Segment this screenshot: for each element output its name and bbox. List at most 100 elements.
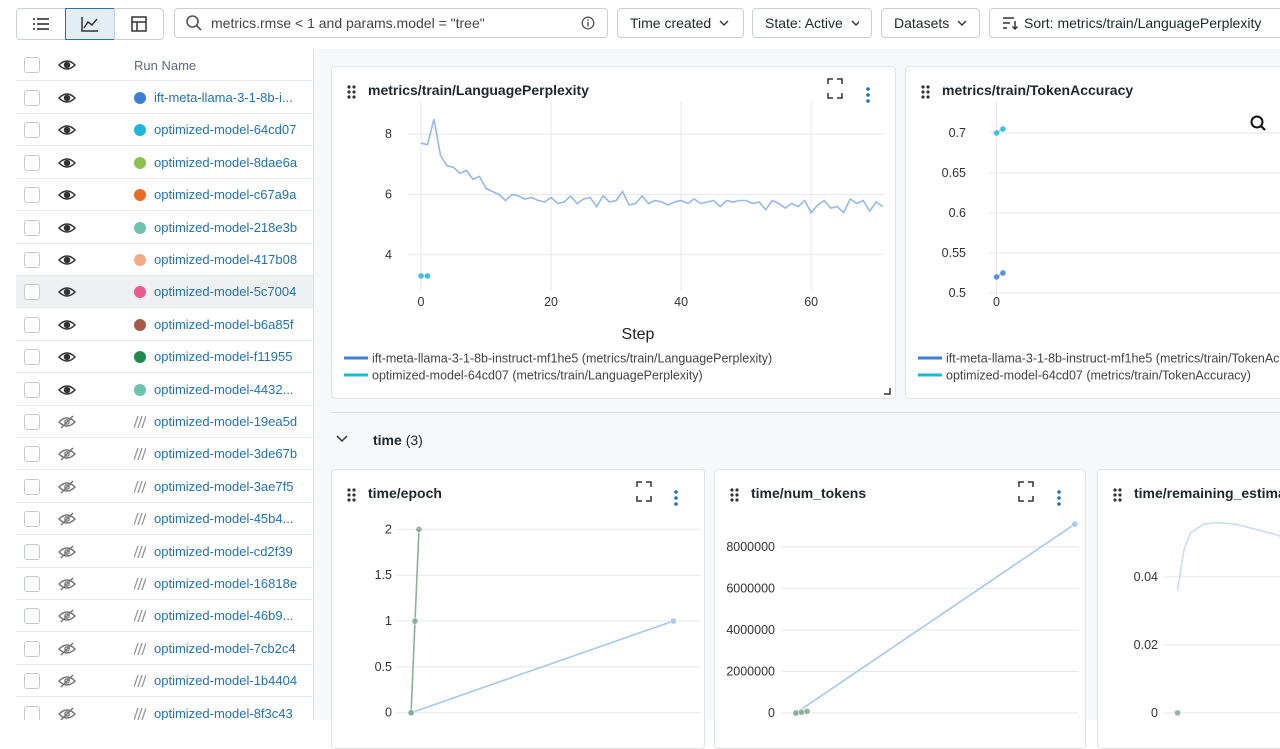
checkbox[interactable] xyxy=(24,57,40,73)
eye-off-icon[interactable] xyxy=(58,480,76,494)
collapse-chevron[interactable] xyxy=(336,435,348,443)
run-name[interactable]: optimized-model-8f3c43 xyxy=(154,706,293,720)
run-name[interactable]: optimized-model-417b08 xyxy=(154,252,297,267)
eye-off-icon[interactable] xyxy=(58,577,76,591)
run-row[interactable]: optimized-model-3de67b xyxy=(16,438,313,470)
run-name[interactable]: optimized-model-3de67b xyxy=(154,446,297,461)
run-name[interactable]: optimized-model-5c7004 xyxy=(154,284,296,299)
eye-off-icon[interactable] xyxy=(58,447,76,461)
run-name[interactable]: optimized-model-3ae7f5 xyxy=(154,479,293,494)
run-row[interactable]: optimized-model-417b08 xyxy=(16,244,313,276)
checkbox[interactable] xyxy=(24,673,40,689)
checkbox[interactable] xyxy=(24,414,40,430)
eye-off-icon[interactable] xyxy=(58,642,76,656)
checkbox[interactable] xyxy=(24,511,40,527)
sort-button[interactable]: Sort: metrics/train/LanguagePerplexity xyxy=(989,8,1280,38)
eye-off-icon[interactable] xyxy=(58,415,76,429)
drag-handle[interactable] xyxy=(347,85,355,98)
eye-off-icon[interactable] xyxy=(58,545,76,559)
list-view-button[interactable] xyxy=(16,8,66,40)
menu-dot[interactable] xyxy=(866,99,870,103)
run-row[interactable]: optimized-model-c67a9a xyxy=(16,179,313,211)
run-name[interactable]: optimized-model-cd2f39 xyxy=(154,544,293,559)
eye-icon[interactable] xyxy=(58,123,76,137)
menu-dot[interactable] xyxy=(674,490,678,494)
search-box[interactable]: metrics.rmse < 1 and params.model = "tre… xyxy=(174,8,608,38)
eye-icon[interactable] xyxy=(58,188,76,202)
checkbox[interactable] xyxy=(24,608,40,624)
checkbox[interactable] xyxy=(24,706,40,720)
drag-handle[interactable] xyxy=(1113,488,1121,501)
run-name[interactable]: optimized-model-16818e xyxy=(154,576,297,591)
checkbox[interactable] xyxy=(24,252,40,268)
eye-icon[interactable] xyxy=(58,156,76,170)
menu-dot[interactable] xyxy=(866,87,870,91)
run-name[interactable]: optimized-model-7cb2c4 xyxy=(154,641,296,656)
run-row[interactable]: ift-meta-llama-3-1-8b-i... xyxy=(16,82,313,114)
run-row[interactable]: optimized-model-5c7004 xyxy=(16,276,313,308)
menu-dot[interactable] xyxy=(866,93,870,97)
run-name[interactable]: optimized-model-8dae6a xyxy=(154,155,297,170)
checkbox[interactable] xyxy=(24,155,40,171)
run-name[interactable]: optimized-model-46b9... xyxy=(154,608,293,623)
run-row[interactable]: optimized-model-46b9... xyxy=(16,600,313,632)
run-name[interactable]: optimized-model-45b4... xyxy=(154,511,293,526)
run-name[interactable]: optimized-model-b6a85f xyxy=(154,317,293,332)
run-row[interactable]: optimized-model-f11955 xyxy=(16,341,313,373)
eye-off-icon[interactable] xyxy=(58,707,76,720)
run-row[interactable]: optimized-model-64cd07 xyxy=(16,114,313,146)
run-row[interactable]: optimized-model-cd2f39 xyxy=(16,536,313,568)
checkbox[interactable] xyxy=(24,220,40,236)
checkbox[interactable] xyxy=(24,284,40,300)
checkbox[interactable] xyxy=(24,187,40,203)
checkbox[interactable] xyxy=(24,446,40,462)
run-name[interactable]: optimized-model-f11955 xyxy=(154,349,293,364)
run-name[interactable]: optimized-model-218e3b xyxy=(154,220,297,235)
run-row[interactable]: optimized-model-3ae7f5 xyxy=(16,471,313,503)
checkbox[interactable] xyxy=(24,90,40,106)
eye-icon[interactable] xyxy=(58,221,76,235)
run-row[interactable]: optimized-model-8f3c43 xyxy=(16,698,313,720)
checkbox[interactable] xyxy=(24,317,40,333)
zoom-icon[interactable] xyxy=(1252,117,1263,128)
filter-button[interactable]: State: Active xyxy=(752,8,872,38)
expand-icon[interactable] xyxy=(1019,482,1033,501)
eye-icon[interactable] xyxy=(58,318,76,332)
run-row[interactable]: optimized-model-b6a85f xyxy=(16,309,313,341)
run-name[interactable]: optimized-model-1b4404 xyxy=(154,673,297,688)
expand-icon[interactable] xyxy=(828,79,842,98)
run-name[interactable]: ift-meta-llama-3-1-8b-i... xyxy=(154,90,293,105)
checkbox[interactable] xyxy=(24,349,40,365)
eye-icon[interactable] xyxy=(58,253,76,267)
run-row[interactable]: optimized-model-1b4404 xyxy=(16,665,313,697)
menu-dot[interactable] xyxy=(674,496,678,500)
run-row[interactable]: optimized-model-218e3b xyxy=(16,212,313,244)
run-name[interactable]: optimized-model-4432... xyxy=(154,382,293,397)
run-row[interactable]: optimized-model-4432... xyxy=(16,374,313,406)
eye-off-icon[interactable] xyxy=(58,512,76,526)
checkbox[interactable] xyxy=(24,479,40,495)
expand-icon[interactable] xyxy=(637,482,651,501)
run-name[interactable]: optimized-model-64cd07 xyxy=(154,122,296,137)
menu-dot[interactable] xyxy=(1057,502,1061,506)
checkbox[interactable] xyxy=(24,122,40,138)
run-row[interactable]: optimized-model-19ea5d xyxy=(16,406,313,438)
filter-button[interactable]: Time created xyxy=(617,8,744,38)
run-row[interactable]: optimized-model-45b4... xyxy=(16,503,313,535)
eye-icon[interactable] xyxy=(58,285,76,299)
eye-off-icon[interactable] xyxy=(58,674,76,688)
eye-icon[interactable] xyxy=(58,383,76,397)
drag-handle[interactable] xyxy=(921,85,929,98)
checkbox[interactable] xyxy=(24,576,40,592)
run-name[interactable]: optimized-model-19ea5d xyxy=(154,414,297,429)
menu-dot[interactable] xyxy=(1057,490,1061,494)
eye-icon[interactable] xyxy=(58,350,76,364)
eye-icon[interactable] xyxy=(58,58,76,72)
drag-handle[interactable] xyxy=(347,488,355,501)
run-name[interactable]: optimized-model-c67a9a xyxy=(154,187,296,202)
run-row[interactable]: optimized-model-16818e xyxy=(16,568,313,600)
run-row[interactable]: optimized-model-8dae6a xyxy=(16,147,313,179)
checkbox[interactable] xyxy=(24,382,40,398)
chart-view-button[interactable] xyxy=(65,8,115,40)
filter-button[interactable]: Datasets xyxy=(881,8,980,38)
